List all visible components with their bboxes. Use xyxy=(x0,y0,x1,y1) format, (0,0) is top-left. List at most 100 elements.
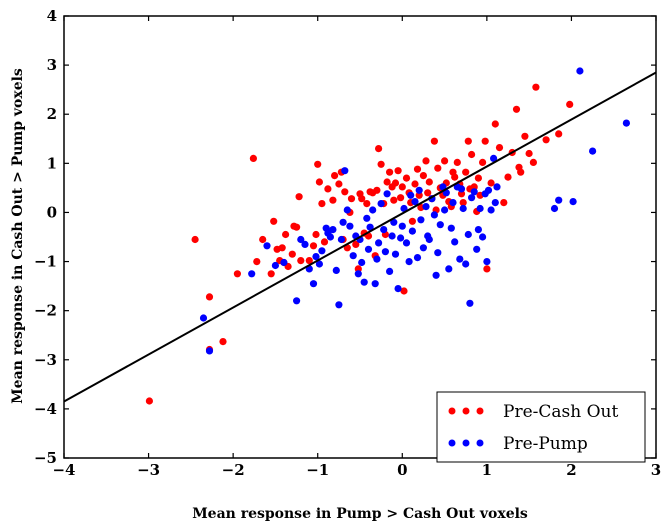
point-pre-pump xyxy=(341,167,349,175)
point-pre-cash-out xyxy=(259,235,267,244)
point-pre-pump xyxy=(397,234,405,242)
point-pre-pump xyxy=(371,280,379,288)
point-pre-cash-out xyxy=(293,223,301,231)
point-pre-cash-out xyxy=(377,160,385,168)
point-pre-cash-out xyxy=(233,270,241,278)
point-pre-pump xyxy=(449,199,457,207)
point-pre-pump xyxy=(360,278,368,286)
point-pre-pump xyxy=(369,206,377,214)
y-tick-label: −2 xyxy=(34,302,57,320)
legend-entry-pre-cash-out: Pre-Cash Out xyxy=(448,402,618,422)
point-pre-cash-out xyxy=(422,157,430,165)
point-pre-pump xyxy=(569,198,577,206)
point-pre-pump xyxy=(318,247,326,255)
point-pre-pump xyxy=(364,245,373,253)
point-pre-cash-out xyxy=(253,258,261,266)
point-pre-cash-out xyxy=(375,145,383,153)
point-pre-cash-out xyxy=(398,183,406,191)
point-pre-cash-out xyxy=(487,179,495,187)
x-tick-label: 2 xyxy=(566,461,576,479)
point-pre-pump xyxy=(441,206,449,214)
point-pre-pump xyxy=(391,250,400,258)
point-pre-pump xyxy=(363,214,371,222)
point-pre-cash-out xyxy=(532,83,540,91)
point-pre-pump xyxy=(339,218,347,226)
point-pre-cash-out xyxy=(504,173,512,181)
x-tick-label: −4 xyxy=(52,461,75,479)
point-pre-pump xyxy=(329,226,337,234)
point-pre-cash-out xyxy=(411,180,419,188)
y-tick-label: −3 xyxy=(34,351,57,369)
point-pre-pump xyxy=(490,154,498,162)
point-pre-pump xyxy=(337,235,345,244)
point-pre-pump xyxy=(388,232,396,240)
point-pre-cash-out xyxy=(267,270,275,278)
point-pre-pump xyxy=(479,233,487,241)
point-pre-pump xyxy=(402,239,411,247)
point-pre-pump xyxy=(555,196,563,204)
point-pre-pump xyxy=(425,235,433,244)
point-pre-cash-out xyxy=(335,180,343,188)
point-pre-cash-out xyxy=(391,179,400,187)
point-pre-pump xyxy=(417,216,425,224)
y-tick-label: −1 xyxy=(34,253,57,271)
x-tick-label: −3 xyxy=(137,461,160,479)
points-layer xyxy=(145,67,631,405)
point-pre-cash-out xyxy=(413,165,422,173)
point-pre-cash-out xyxy=(434,164,442,172)
point-pre-cash-out xyxy=(397,194,405,202)
point-pre-cash-out xyxy=(282,230,290,239)
point-pre-cash-out xyxy=(205,293,214,301)
legend-marker-pre-cash-out xyxy=(476,407,484,415)
point-pre-pump xyxy=(622,119,631,127)
y-tick-label: 0 xyxy=(47,203,57,221)
point-pre-pump xyxy=(439,183,447,191)
point-pre-cash-out xyxy=(390,196,398,204)
point-pre-pump xyxy=(386,267,394,275)
point-pre-cash-out xyxy=(529,158,538,166)
point-pre-cash-out xyxy=(305,257,313,265)
point-pre-pump xyxy=(354,270,362,278)
point-pre-pump xyxy=(297,235,305,244)
point-pre-pump xyxy=(411,198,419,206)
point-pre-cash-out xyxy=(249,154,257,162)
point-pre-pump xyxy=(434,249,442,257)
point-pre-cash-out xyxy=(318,200,326,208)
point-pre-cash-out xyxy=(145,397,153,405)
point-pre-pump xyxy=(457,185,466,193)
point-pre-cash-out xyxy=(555,130,563,138)
y-tick-label: −4 xyxy=(34,400,57,418)
point-pre-cash-out xyxy=(324,185,332,193)
point-pre-pump xyxy=(407,191,415,199)
point-pre-pump xyxy=(445,265,453,273)
point-pre-cash-out xyxy=(459,199,467,207)
point-pre-cash-out xyxy=(566,100,574,108)
point-pre-cash-out xyxy=(394,167,402,175)
point-pre-cash-out xyxy=(373,186,381,194)
point-pre-pump xyxy=(280,258,288,267)
point-pre-cash-out xyxy=(525,149,533,158)
point-pre-pump xyxy=(476,204,484,213)
point-pre-cash-out xyxy=(347,195,356,203)
legend-entry-pre-pump: Pre-Pump xyxy=(448,434,588,454)
point-pre-pump xyxy=(447,224,455,232)
point-pre-cash-out xyxy=(297,257,305,265)
x-tick-label: 0 xyxy=(397,461,407,479)
point-pre-cash-out xyxy=(309,242,318,250)
point-pre-pump xyxy=(470,188,478,196)
point-pre-cash-out xyxy=(425,178,433,186)
point-pre-cash-out xyxy=(400,287,408,295)
point-pre-pump xyxy=(390,218,398,226)
point-pre-cash-out xyxy=(415,191,423,199)
point-pre-pump xyxy=(589,147,597,155)
point-pre-cash-out xyxy=(358,195,366,203)
point-pre-cash-out xyxy=(341,188,349,196)
point-pre-pump xyxy=(451,238,459,246)
point-pre-pump xyxy=(456,255,464,263)
point-pre-cash-out xyxy=(468,150,476,159)
y-tick-label: 1 xyxy=(47,154,57,172)
point-pre-cash-out xyxy=(462,168,470,176)
point-pre-pump xyxy=(380,226,388,234)
point-pre-pump xyxy=(358,258,366,267)
point-pre-pump xyxy=(248,270,256,278)
